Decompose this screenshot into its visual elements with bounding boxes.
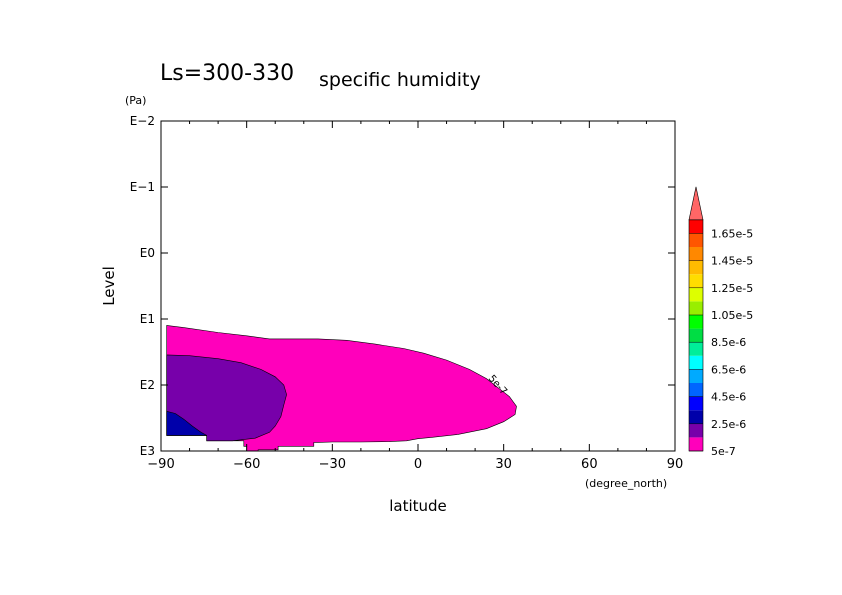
x-tick-label: −90 bbox=[147, 457, 174, 472]
colorbar-label: 8.5e-6 bbox=[711, 336, 746, 349]
colorbar-segment bbox=[689, 233, 703, 247]
colorbar-segment bbox=[689, 274, 703, 288]
y-axis-label: Level bbox=[100, 266, 118, 306]
colorbar-segment bbox=[689, 342, 703, 356]
y-tick-label: E3 bbox=[140, 444, 155, 458]
colorbar-segment bbox=[689, 369, 703, 383]
x-unit-label: (degree_north) bbox=[585, 477, 667, 490]
colorbar-segment bbox=[689, 260, 703, 275]
x-tick-label: −30 bbox=[319, 457, 346, 472]
colorbar-label: 4.5e-6 bbox=[711, 391, 746, 404]
colorbar-segment bbox=[689, 315, 703, 329]
colorbar-segment bbox=[689, 355, 703, 370]
x-tick-label: −60 bbox=[233, 457, 260, 472]
colorbar-label: 1.65e-5 bbox=[711, 227, 753, 240]
x-tick-label: 90 bbox=[667, 457, 684, 472]
colorbar-segment bbox=[689, 396, 703, 411]
colorbar-label: 1.25e-5 bbox=[711, 282, 753, 295]
colorbar-segment bbox=[689, 328, 703, 343]
colorbar-segment bbox=[689, 437, 703, 451]
colorbar-label: 1.05e-5 bbox=[711, 309, 753, 322]
filled-contours bbox=[166, 325, 517, 452]
chart-title-sub: specific humidity bbox=[319, 69, 481, 91]
x-tick-label: 60 bbox=[581, 457, 598, 472]
contour-region-2 bbox=[166, 354, 287, 442]
colorbar-label: 6.5e-6 bbox=[711, 363, 746, 376]
y-tick-label: E0 bbox=[140, 246, 155, 260]
colorbar-segment bbox=[689, 247, 703, 261]
colorbar: 5e-7 2.5e-6 4.5e-6 6.5e-6 8.5e-6 1.05e-5 1.25e… bbox=[688, 186, 753, 458]
x-axis-label: latitude bbox=[389, 497, 447, 515]
colorbar-label: 2.5e-6 bbox=[711, 418, 746, 431]
colorbar-label: 1.45e-5 bbox=[711, 255, 753, 268]
y-axis-ticks: E−2 E−1 E0 E1 E2 E3 bbox=[130, 114, 675, 458]
colorbar-segment bbox=[689, 383, 703, 397]
colorbar-segment bbox=[689, 423, 703, 438]
y-tick-label: E−2 bbox=[130, 114, 155, 128]
y-tick-label: E−1 bbox=[130, 180, 155, 194]
y-unit-label: (Pa) bbox=[125, 94, 146, 107]
colorbar-segment bbox=[689, 287, 703, 302]
x-axis-ticks: −90 −60 −30 0 30 60 90 bbox=[147, 121, 683, 472]
y-tick-label: E2 bbox=[140, 378, 155, 392]
x-tick-label: 30 bbox=[495, 457, 512, 472]
colorbar-segment bbox=[689, 301, 703, 315]
chart-title-main: Ls=300-330 bbox=[160, 61, 294, 86]
y-tick-label: E1 bbox=[140, 312, 155, 326]
colorbar-segment bbox=[689, 410, 703, 424]
colorbar-label: 5e-7 bbox=[711, 445, 736, 458]
colorbar-segment bbox=[689, 219, 703, 234]
colorbar-over-arrow bbox=[688, 186, 704, 221]
x-tick-label: 0 bbox=[414, 457, 422, 472]
contour-region-3 bbox=[166, 410, 207, 436]
